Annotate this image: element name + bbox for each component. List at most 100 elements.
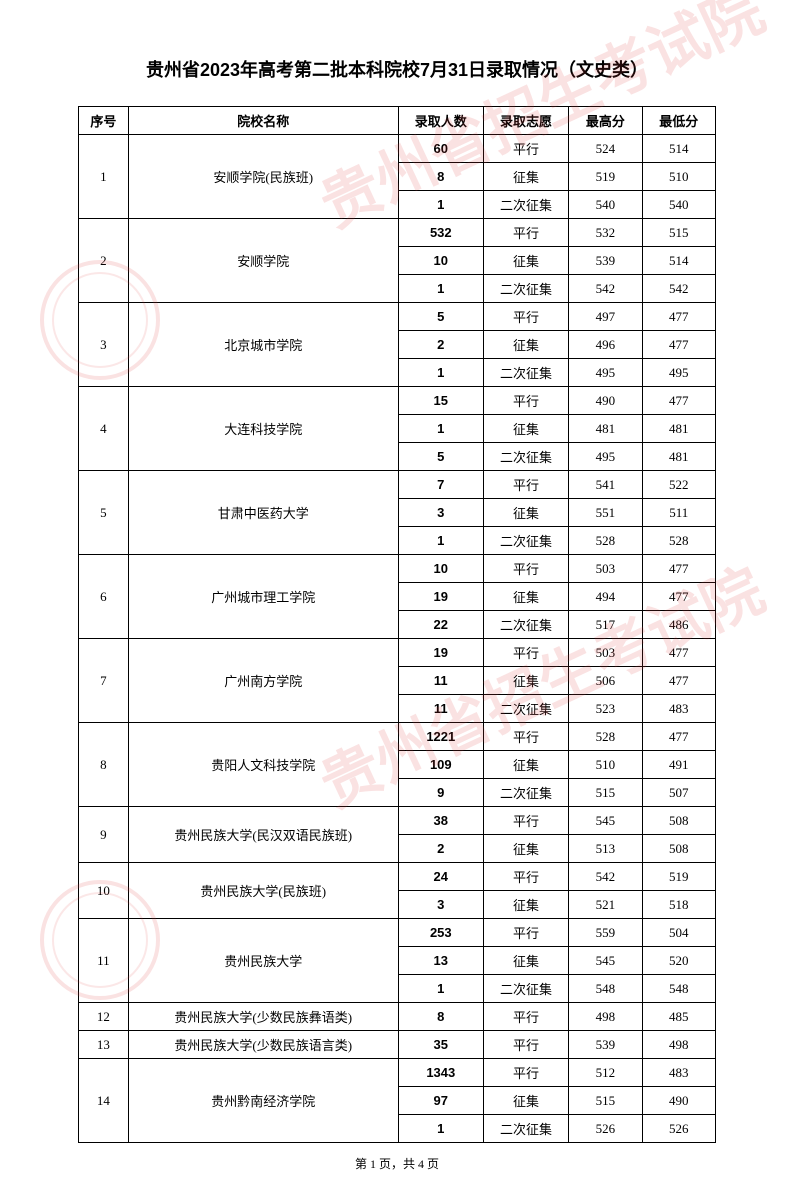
- cell-max: 524: [569, 135, 642, 163]
- table-row: 3北京城市学院5平行497477: [79, 303, 716, 331]
- cell-min: 511: [642, 499, 715, 527]
- table-row: 2安顺学院532平行532515: [79, 219, 716, 247]
- cell-max: 495: [569, 443, 642, 471]
- cell-max: 503: [569, 555, 642, 583]
- cell-min: 522: [642, 471, 715, 499]
- cell-name: 安顺学院: [128, 219, 398, 303]
- table-row: 7广州南方学院19平行503477: [79, 639, 716, 667]
- cell-wish: 二次征集: [483, 779, 568, 807]
- admission-table: 序号 院校名称 录取人数 录取志愿 最高分 最低分 1安顺学院(民族班)60平行…: [78, 106, 716, 1143]
- cell-count: 1343: [398, 1059, 483, 1087]
- cell-name: 广州城市理工学院: [128, 555, 398, 639]
- cell-max: 494: [569, 583, 642, 611]
- header-name: 院校名称: [128, 107, 398, 135]
- cell-count: 8: [398, 1003, 483, 1031]
- cell-max: 539: [569, 247, 642, 275]
- cell-count: 19: [398, 583, 483, 611]
- page-title: 贵州省2023年高考第二批本科院校7月31日录取情况（文史类）: [78, 56, 716, 82]
- cell-max: 506: [569, 667, 642, 695]
- header-min: 最低分: [642, 107, 715, 135]
- cell-count: 3: [398, 499, 483, 527]
- table-row: 4大连科技学院15平行490477: [79, 387, 716, 415]
- cell-seq: 6: [79, 555, 129, 639]
- cell-wish: 平行: [483, 555, 568, 583]
- cell-min: 477: [642, 723, 715, 751]
- cell-max: 528: [569, 723, 642, 751]
- cell-max: 542: [569, 275, 642, 303]
- cell-count: 5: [398, 303, 483, 331]
- cell-seq: 14: [79, 1059, 129, 1143]
- cell-name: 贵州民族大学(少数民族语言类): [128, 1031, 398, 1059]
- cell-seq: 2: [79, 219, 129, 303]
- cell-count: 1: [398, 275, 483, 303]
- cell-name: 贵阳人文科技学院: [128, 723, 398, 807]
- table-body: 1安顺学院(民族班)60平行5245148征集5195101二次征集540540…: [79, 135, 716, 1143]
- cell-name: 甘肃中医药大学: [128, 471, 398, 555]
- cell-min: 483: [642, 695, 715, 723]
- cell-min: 514: [642, 247, 715, 275]
- cell-count: 11: [398, 695, 483, 723]
- cell-min: 477: [642, 387, 715, 415]
- cell-count: 22: [398, 611, 483, 639]
- cell-seq: 12: [79, 1003, 129, 1031]
- cell-min: 510: [642, 163, 715, 191]
- cell-count: 109: [398, 751, 483, 779]
- cell-name: 贵州民族大学(少数民族彝语类): [128, 1003, 398, 1031]
- cell-min: 508: [642, 807, 715, 835]
- cell-max: 539: [569, 1031, 642, 1059]
- cell-wish: 征集: [483, 415, 568, 443]
- cell-min: 507: [642, 779, 715, 807]
- table-row: 13贵州民族大学(少数民族语言类)35平行539498: [79, 1031, 716, 1059]
- cell-seq: 3: [79, 303, 129, 387]
- cell-wish: 平行: [483, 807, 568, 835]
- cell-count: 7: [398, 471, 483, 499]
- cell-count: 3: [398, 891, 483, 919]
- cell-count: 97: [398, 1087, 483, 1115]
- cell-wish: 平行: [483, 723, 568, 751]
- cell-seq: 8: [79, 723, 129, 807]
- cell-wish: 二次征集: [483, 527, 568, 555]
- cell-min: 542: [642, 275, 715, 303]
- table-row: 1安顺学院(民族班)60平行524514: [79, 135, 716, 163]
- cell-name: 广州南方学院: [128, 639, 398, 723]
- cell-wish: 平行: [483, 303, 568, 331]
- table-row: 11贵州民族大学253平行559504: [79, 919, 716, 947]
- cell-wish: 平行: [483, 1031, 568, 1059]
- cell-count: 532: [398, 219, 483, 247]
- cell-min: 477: [642, 303, 715, 331]
- cell-max: 510: [569, 751, 642, 779]
- cell-min: 481: [642, 415, 715, 443]
- page-footer: 第 1 页，共 4 页: [78, 1155, 716, 1172]
- cell-count: 1: [398, 415, 483, 443]
- table-row: 5甘肃中医药大学7平行541522: [79, 471, 716, 499]
- cell-max: 519: [569, 163, 642, 191]
- table-header-row: 序号 院校名称 录取人数 录取志愿 最高分 最低分: [79, 107, 716, 135]
- cell-wish: 平行: [483, 863, 568, 891]
- cell-min: 486: [642, 611, 715, 639]
- cell-wish: 平行: [483, 639, 568, 667]
- cell-max: 498: [569, 1003, 642, 1031]
- cell-seq: 13: [79, 1031, 129, 1059]
- table-row: 8贵阳人文科技学院1221平行528477: [79, 723, 716, 751]
- cell-max: 503: [569, 639, 642, 667]
- cell-count: 9: [398, 779, 483, 807]
- cell-count: 38: [398, 807, 483, 835]
- cell-max: 551: [569, 499, 642, 527]
- cell-max: 542: [569, 863, 642, 891]
- cell-seq: 5: [79, 471, 129, 555]
- cell-max: 512: [569, 1059, 642, 1087]
- cell-wish: 平行: [483, 919, 568, 947]
- cell-max: 495: [569, 359, 642, 387]
- cell-max: 481: [569, 415, 642, 443]
- cell-max: 532: [569, 219, 642, 247]
- cell-seq: 1: [79, 135, 129, 219]
- table-row: 10贵州民族大学(民族班)24平行542519: [79, 863, 716, 891]
- cell-wish: 平行: [483, 219, 568, 247]
- cell-min: 518: [642, 891, 715, 919]
- cell-count: 35: [398, 1031, 483, 1059]
- cell-max: 515: [569, 1087, 642, 1115]
- cell-wish: 平行: [483, 387, 568, 415]
- cell-count: 1: [398, 191, 483, 219]
- cell-min: 519: [642, 863, 715, 891]
- header-wish: 录取志愿: [483, 107, 568, 135]
